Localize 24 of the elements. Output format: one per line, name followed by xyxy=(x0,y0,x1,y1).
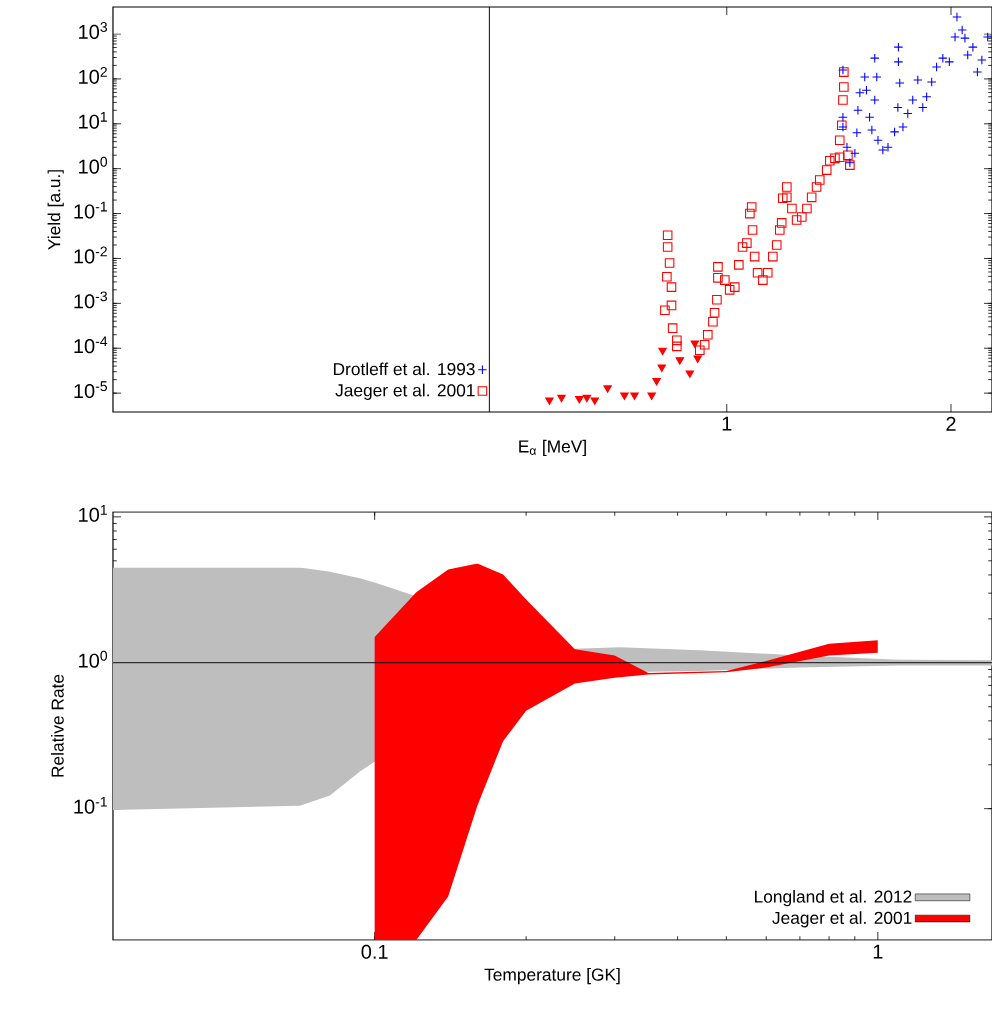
x-tick-label: 2 xyxy=(946,416,956,431)
legend-label: Jaeger et al. 2001 xyxy=(335,383,475,400)
y-tick-label: 10$^{3}$ xyxy=(79,22,107,40)
x-axis-title: E$_{α}$ [MeV] xyxy=(519,439,586,456)
legend-label: Longland et al. 2012 xyxy=(755,890,912,907)
y-tick-label: 10$^{0}$ xyxy=(79,156,108,174)
y-tick-label: 10$^{2}$ xyxy=(79,66,107,84)
y-tick-label: 10$^{0}$ xyxy=(79,650,108,668)
y-tick-label: 10$^{1}$ xyxy=(79,505,107,522)
legend-label: Jeager et al. 2001 xyxy=(772,911,912,928)
y-tick-label: 10$^{-2}$ xyxy=(74,246,107,264)
legend-label: Drotleff et al. 1993 xyxy=(333,362,475,376)
y-axis-title: Yield [a.u.] xyxy=(47,170,64,250)
y-tick-label: 10$^{-4}$ xyxy=(74,336,108,354)
y-tick-label: 10$^{-1}$ xyxy=(74,796,107,814)
y-tick-label: 10$^{-5}$ xyxy=(74,381,108,399)
y-tick-label: 10$^{-3}$ xyxy=(74,291,107,309)
y-tick-label: 10$^{-1}$ xyxy=(74,201,107,219)
y-tick-label: 10$^{1}$ xyxy=(79,112,107,129)
x-tick-label: 1 xyxy=(873,944,883,959)
x-axis-title: Temperature [GK] xyxy=(484,968,620,985)
x-tick-label: 0.1 xyxy=(361,944,388,959)
x-tick-label: 1 xyxy=(722,416,732,431)
y-axis-title: Relative Rate xyxy=(51,674,64,777)
